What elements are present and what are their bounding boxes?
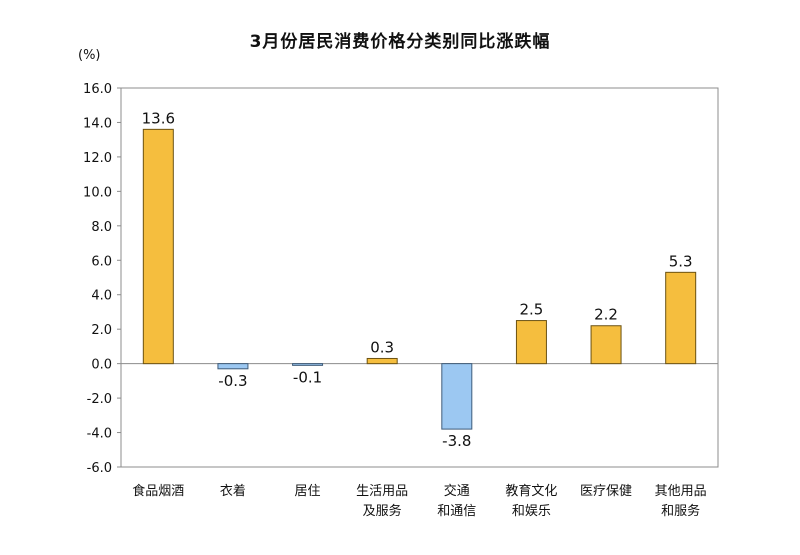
data-label: 5.3 <box>669 252 693 270</box>
data-label: 2.2 <box>594 306 618 324</box>
chart-title: 3月份居民消费价格分类别同比涨跌幅 <box>249 32 551 52</box>
bar <box>366 357 398 365</box>
bar <box>292 363 324 366</box>
x-category-label: 医疗保健 <box>580 484 632 499</box>
bar <box>217 363 249 370</box>
x-category-label: 和服务 <box>661 503 700 519</box>
x-category-label: 其他用品 <box>655 484 707 499</box>
y-tick-label: 10.0 <box>83 185 112 200</box>
x-category-label: 食品烟酒 <box>132 483 184 499</box>
bar <box>142 128 174 365</box>
y-tick-label: -4.0 <box>87 427 112 442</box>
data-label: 13.6 <box>142 109 175 127</box>
y-tick-label: -6.0 <box>87 461 112 476</box>
data-label: 0.3 <box>370 338 394 356</box>
x-category-label: 居住 <box>295 484 321 499</box>
bar <box>441 363 473 430</box>
y-tick-label: 2.0 <box>91 323 112 338</box>
x-category-label: 教育文化 <box>505 483 557 499</box>
x-category-label: 交通 <box>444 483 470 499</box>
y-tick-label: 0.0 <box>91 358 112 373</box>
y-tick-label: 6.0 <box>91 254 112 269</box>
bar <box>515 320 547 365</box>
data-label: 2.5 <box>520 301 544 319</box>
bar <box>665 271 697 365</box>
data-label: -0.1 <box>293 368 322 386</box>
x-category-label: 衣着 <box>220 483 246 499</box>
y-tick-label: -2.0 <box>87 392 112 407</box>
x-category-label: 及服务 <box>363 503 402 519</box>
y-tick-label: 12.0 <box>83 151 112 166</box>
x-category-label: 生活用品 <box>356 484 408 499</box>
plot-frame <box>120 87 719 468</box>
bar <box>590 325 622 365</box>
x-category-label: 和娱乐 <box>512 504 551 519</box>
y-tick-label: 14.0 <box>83 116 112 131</box>
data-label: -0.3 <box>218 372 247 390</box>
x-category-label: 和通信 <box>437 504 476 519</box>
y-axis-unit-label: (%) <box>78 48 101 63</box>
y-tick-label: 4.0 <box>91 289 112 304</box>
data-label: -3.8 <box>442 432 471 450</box>
y-tick-label: 16.0 <box>83 82 112 97</box>
y-tick-label: 8.0 <box>91 220 112 235</box>
